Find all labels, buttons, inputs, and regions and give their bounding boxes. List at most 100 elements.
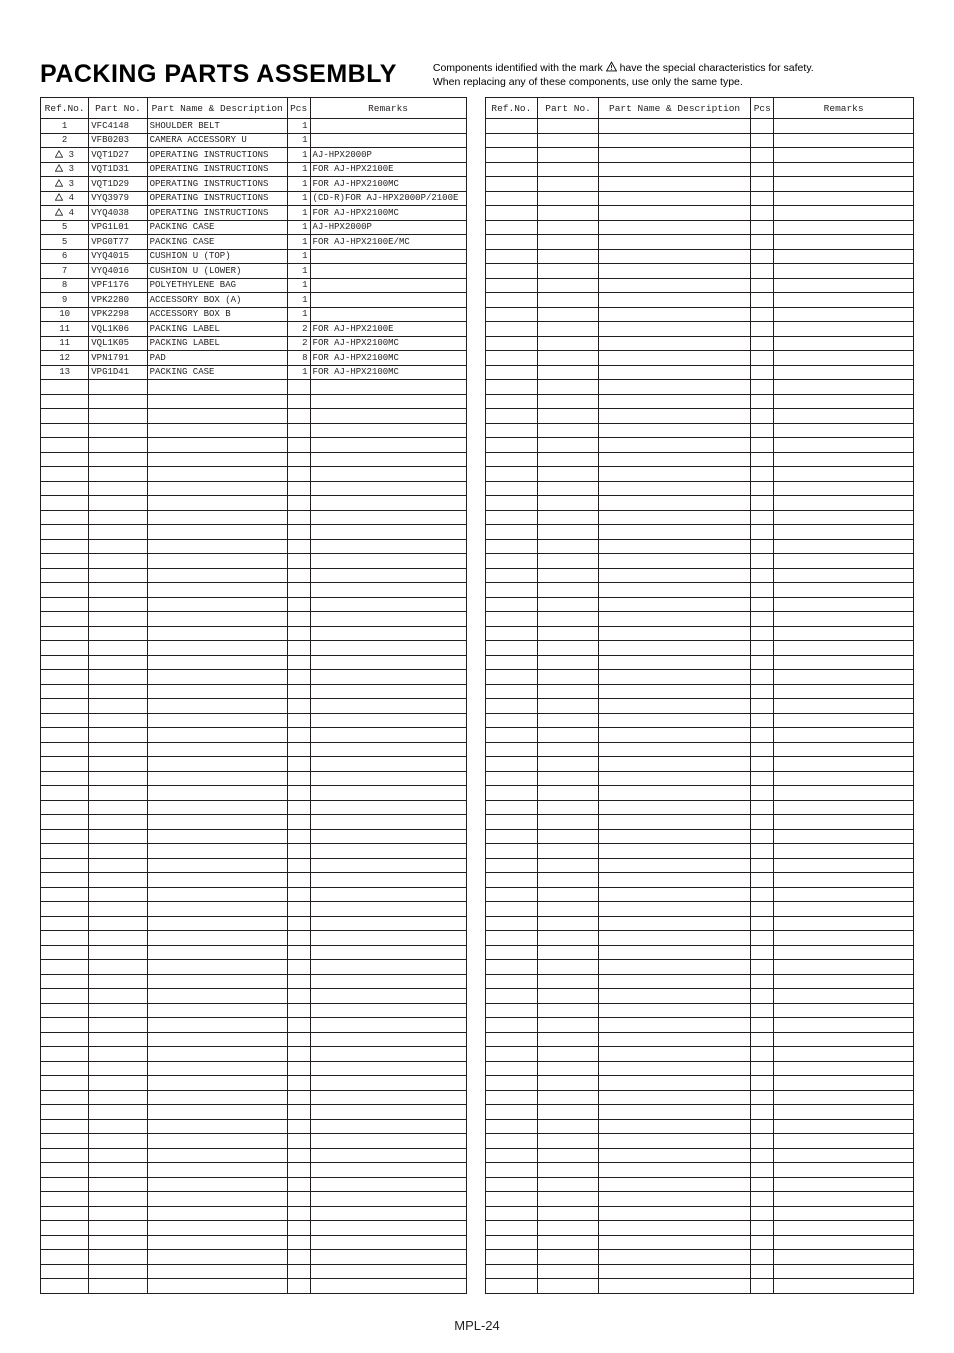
cell-ref: [41, 1076, 89, 1091]
cell-part: [538, 800, 599, 815]
cell-remarks: [774, 133, 914, 148]
cell-remarks: [310, 612, 466, 627]
cell-remarks: [310, 1235, 466, 1250]
cell-remarks: [774, 452, 914, 467]
cell-desc: [147, 1235, 287, 1250]
cell-pcs: [287, 597, 310, 612]
cell-remarks: [774, 394, 914, 409]
cell-part: [89, 597, 147, 612]
cell-part: [89, 481, 147, 496]
cell-part: [538, 916, 599, 931]
cell-pcs: [287, 539, 310, 554]
cell-part: [89, 945, 147, 960]
cell-remarks: [310, 641, 466, 656]
table-row: [41, 409, 467, 424]
cell-desc: [147, 568, 287, 583]
cell-ref: [41, 1047, 89, 1062]
cell-part: [89, 380, 147, 395]
cell-ref: [41, 844, 89, 859]
cell-desc: CAMERA ACCESSORY U: [147, 133, 287, 148]
cell-desc: [598, 1163, 750, 1178]
table-row: [41, 1061, 467, 1076]
cell-remarks: [310, 293, 466, 308]
table-row: [485, 916, 913, 931]
cell-part: [538, 409, 599, 424]
cell-remarks: [774, 1105, 914, 1120]
cell-pcs: [751, 583, 774, 598]
cell-remarks: [310, 481, 466, 496]
table-row: [485, 1163, 913, 1178]
cell-remarks: [310, 467, 466, 482]
cell-ref: [485, 1148, 538, 1163]
cell-part: VQL1K06: [89, 322, 147, 337]
cell-pcs: [287, 1279, 310, 1294]
cell-ref: [485, 1134, 538, 1149]
cell-ref: [485, 1032, 538, 1047]
table-row: [41, 757, 467, 772]
cell-desc: [598, 133, 750, 148]
cell-pcs: [751, 757, 774, 772]
cell-pcs: [287, 1061, 310, 1076]
cell-desc: [598, 931, 750, 946]
cell-ref: 4: [41, 206, 89, 221]
table-row: [485, 1076, 913, 1091]
cell-part: [89, 641, 147, 656]
cell-desc: [598, 699, 750, 714]
cell-part: [89, 960, 147, 975]
cell-pcs: [287, 612, 310, 627]
cell-part: [89, 1177, 147, 1192]
cell-ref: [41, 510, 89, 525]
table-row: [485, 974, 913, 989]
warning-triangle-icon: [606, 61, 617, 72]
cell-remarks: [774, 815, 914, 830]
cell-part: [89, 916, 147, 931]
cell-ref: [41, 974, 89, 989]
cell-remarks: [774, 278, 914, 293]
table-row: [485, 655, 913, 670]
cell-part: [89, 1134, 147, 1149]
cell-part: [89, 655, 147, 670]
cell-desc: [147, 728, 287, 743]
table-row: [41, 699, 467, 714]
cell-remarks: [310, 800, 466, 815]
cell-pcs: [751, 728, 774, 743]
cell-part: [89, 786, 147, 801]
col-header-ref: Ref.No.: [485, 98, 538, 119]
cell-pcs: [287, 1003, 310, 1018]
cell-remarks: [310, 829, 466, 844]
table-row: [41, 1134, 467, 1149]
cell-part: [538, 423, 599, 438]
cell-desc: [598, 249, 750, 264]
cell-remarks: FOR AJ-HPX2100E: [310, 322, 466, 337]
cell-part: [538, 873, 599, 888]
table-row: [41, 1279, 467, 1294]
cell-ref: [485, 191, 538, 206]
cell-ref: 5: [41, 220, 89, 235]
table-row: [41, 858, 467, 873]
cell-desc: [598, 525, 750, 540]
cell-pcs: [287, 771, 310, 786]
cell-desc: [598, 264, 750, 279]
table-row: [41, 815, 467, 830]
cell-ref: [41, 1105, 89, 1120]
cell-ref: [485, 989, 538, 1004]
cell-ref: [41, 670, 89, 685]
table-row: [485, 1192, 913, 1207]
table-row: 4VYQ3979OPERATING INSTRUCTIONS1(CD-R)FOR…: [41, 191, 467, 206]
table-row: [485, 554, 913, 569]
cell-pcs: [751, 1032, 774, 1047]
cell-ref: [485, 119, 538, 134]
cell-desc: OPERATING INSTRUCTIONS: [147, 162, 287, 177]
cell-ref: [485, 1061, 538, 1076]
cell-ref: [41, 481, 89, 496]
cell-ref: [41, 989, 89, 1004]
cell-pcs: [751, 815, 774, 830]
table-row: [485, 742, 913, 757]
cell-remarks: [310, 858, 466, 873]
cell-ref: [41, 684, 89, 699]
cell-pcs: [751, 597, 774, 612]
parts-table-right: Ref.No. Part No. Part Name & Description…: [485, 97, 914, 1294]
cell-desc: [598, 1206, 750, 1221]
cell-part: [538, 626, 599, 641]
cell-part: [89, 800, 147, 815]
